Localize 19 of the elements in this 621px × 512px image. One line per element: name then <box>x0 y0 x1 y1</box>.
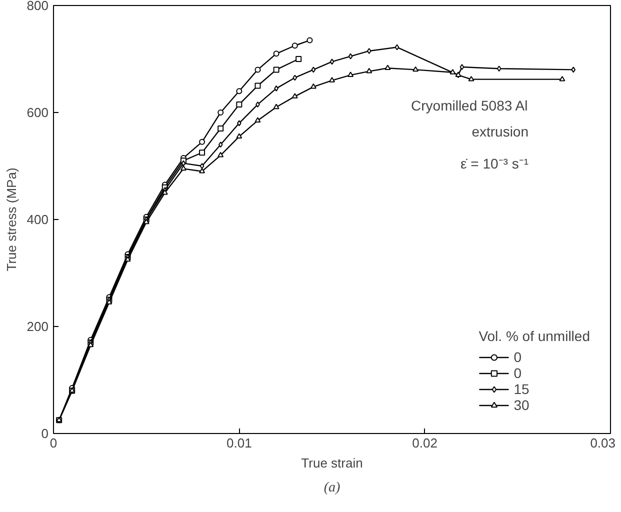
x-tick-label: 0.01 <box>226 436 252 450</box>
x-axis-title: True strain <box>301 456 363 470</box>
legend-label: 0 <box>514 365 522 381</box>
legend-label: 30 <box>514 397 530 413</box>
legend-title: Vol. % of unmilled <box>478 328 590 344</box>
legend-label: 15 <box>514 381 530 397</box>
y-tick-label: 0 <box>41 426 49 441</box>
annotation: extrusion <box>472 124 529 140</box>
annotation: ε̇ = 10⁻³ s⁻¹ <box>460 156 529 172</box>
x-tick-label: 0.02 <box>412 436 438 450</box>
y-tick-label: 600 <box>26 105 49 120</box>
y-axis-title: True stress (MPa) <box>4 168 19 272</box>
y-tick-label: 800 <box>26 0 49 13</box>
legend-label: 0 <box>514 349 522 365</box>
y-tick-label: 200 <box>26 319 49 334</box>
text: (a) <box>324 480 340 496</box>
annotation: Cryomilled 5083 Al <box>411 98 528 114</box>
x-tick-label: 0.03 <box>590 436 616 450</box>
y-tick-label: 400 <box>26 212 49 227</box>
